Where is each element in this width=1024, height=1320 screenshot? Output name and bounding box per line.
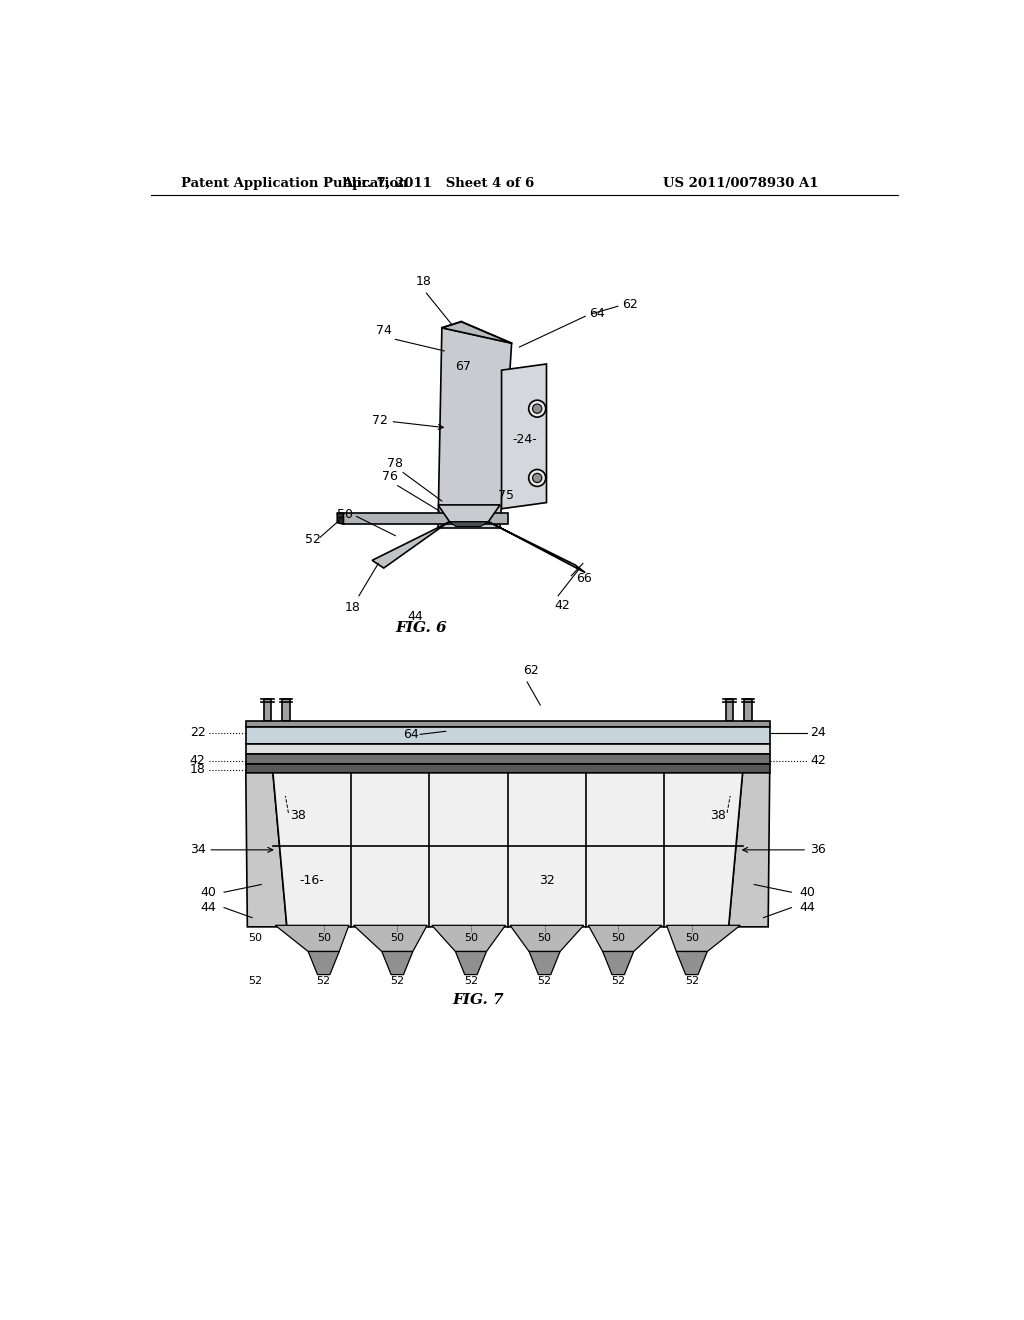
FancyBboxPatch shape bbox=[726, 700, 733, 721]
FancyBboxPatch shape bbox=[263, 700, 271, 721]
Text: 52: 52 bbox=[611, 975, 626, 986]
Text: 52: 52 bbox=[685, 975, 698, 986]
Text: 52: 52 bbox=[248, 975, 262, 986]
Text: 67: 67 bbox=[455, 360, 471, 372]
Text: 64: 64 bbox=[403, 727, 419, 741]
Polygon shape bbox=[382, 952, 413, 974]
Text: 40: 40 bbox=[201, 886, 216, 899]
Polygon shape bbox=[308, 952, 339, 974]
Circle shape bbox=[532, 474, 542, 483]
Polygon shape bbox=[502, 364, 547, 508]
Polygon shape bbox=[456, 952, 486, 974]
Text: 22: 22 bbox=[189, 726, 206, 739]
Text: 50: 50 bbox=[390, 933, 404, 942]
Polygon shape bbox=[510, 925, 584, 952]
Text: Patent Application Publication: Patent Application Publication bbox=[180, 177, 408, 190]
Polygon shape bbox=[603, 952, 634, 974]
Text: 18: 18 bbox=[189, 763, 206, 776]
FancyBboxPatch shape bbox=[283, 700, 290, 721]
Circle shape bbox=[528, 470, 546, 487]
Polygon shape bbox=[372, 516, 458, 568]
Text: Apr. 7, 2011   Sheet 4 of 6: Apr. 7, 2011 Sheet 4 of 6 bbox=[342, 177, 535, 190]
FancyBboxPatch shape bbox=[246, 726, 770, 743]
Circle shape bbox=[532, 404, 542, 413]
Text: 40: 40 bbox=[799, 886, 815, 899]
Text: 62: 62 bbox=[523, 664, 539, 677]
Text: 50: 50 bbox=[316, 933, 331, 942]
Text: 52: 52 bbox=[304, 533, 321, 546]
Polygon shape bbox=[589, 925, 662, 952]
Text: 62: 62 bbox=[623, 298, 638, 312]
Text: 75: 75 bbox=[499, 490, 514, 502]
Text: 52: 52 bbox=[464, 975, 478, 986]
Text: 50: 50 bbox=[464, 933, 478, 942]
Text: 52: 52 bbox=[390, 975, 404, 986]
Text: US 2011/0078930 A1: US 2011/0078930 A1 bbox=[663, 177, 818, 190]
Text: 50: 50 bbox=[611, 933, 626, 942]
FancyBboxPatch shape bbox=[246, 755, 770, 763]
Polygon shape bbox=[353, 925, 427, 952]
Text: 78: 78 bbox=[387, 457, 403, 470]
Text: 72: 72 bbox=[372, 413, 443, 429]
FancyBboxPatch shape bbox=[246, 743, 770, 755]
Polygon shape bbox=[337, 513, 508, 524]
Text: 34: 34 bbox=[189, 843, 272, 857]
Polygon shape bbox=[337, 513, 343, 524]
Text: -16-: -16- bbox=[300, 874, 325, 887]
Text: FIG. 6: FIG. 6 bbox=[395, 622, 447, 635]
Circle shape bbox=[528, 400, 546, 417]
FancyBboxPatch shape bbox=[246, 721, 770, 726]
FancyBboxPatch shape bbox=[246, 763, 770, 774]
Polygon shape bbox=[676, 952, 708, 974]
Text: 66: 66 bbox=[575, 572, 592, 585]
Text: 52: 52 bbox=[538, 975, 552, 986]
Text: 36: 36 bbox=[742, 843, 825, 857]
Text: 44: 44 bbox=[799, 902, 815, 915]
Polygon shape bbox=[273, 774, 742, 927]
Text: 44: 44 bbox=[407, 610, 423, 623]
Text: 52: 52 bbox=[316, 975, 331, 986]
Text: 24: 24 bbox=[810, 726, 825, 739]
Text: 50: 50 bbox=[538, 933, 552, 942]
Text: -24-: -24- bbox=[512, 433, 538, 446]
Text: 38: 38 bbox=[290, 809, 306, 822]
Polygon shape bbox=[432, 925, 506, 952]
Text: 42: 42 bbox=[810, 754, 825, 767]
Polygon shape bbox=[529, 952, 560, 974]
Text: 50: 50 bbox=[248, 933, 262, 942]
Text: 50: 50 bbox=[337, 508, 353, 520]
Polygon shape bbox=[667, 925, 740, 952]
Text: 38: 38 bbox=[710, 809, 726, 822]
Polygon shape bbox=[488, 521, 586, 573]
Polygon shape bbox=[729, 774, 770, 927]
Text: 18: 18 bbox=[345, 601, 360, 614]
Text: FIG. 7: FIG. 7 bbox=[452, 993, 504, 1007]
FancyBboxPatch shape bbox=[744, 700, 752, 721]
Text: 44: 44 bbox=[201, 902, 216, 915]
Polygon shape bbox=[450, 521, 488, 527]
Text: 18: 18 bbox=[416, 275, 432, 288]
Text: 32: 32 bbox=[539, 874, 555, 887]
Polygon shape bbox=[246, 774, 287, 927]
Polygon shape bbox=[438, 506, 500, 521]
Text: 42: 42 bbox=[189, 754, 206, 767]
Text: 64: 64 bbox=[589, 308, 605, 321]
Text: 50: 50 bbox=[685, 933, 698, 942]
Text: 42: 42 bbox=[554, 599, 570, 612]
Polygon shape bbox=[438, 327, 512, 528]
Text: 74: 74 bbox=[376, 323, 392, 337]
Polygon shape bbox=[442, 322, 512, 343]
Polygon shape bbox=[275, 925, 349, 952]
Text: 76: 76 bbox=[382, 470, 398, 483]
